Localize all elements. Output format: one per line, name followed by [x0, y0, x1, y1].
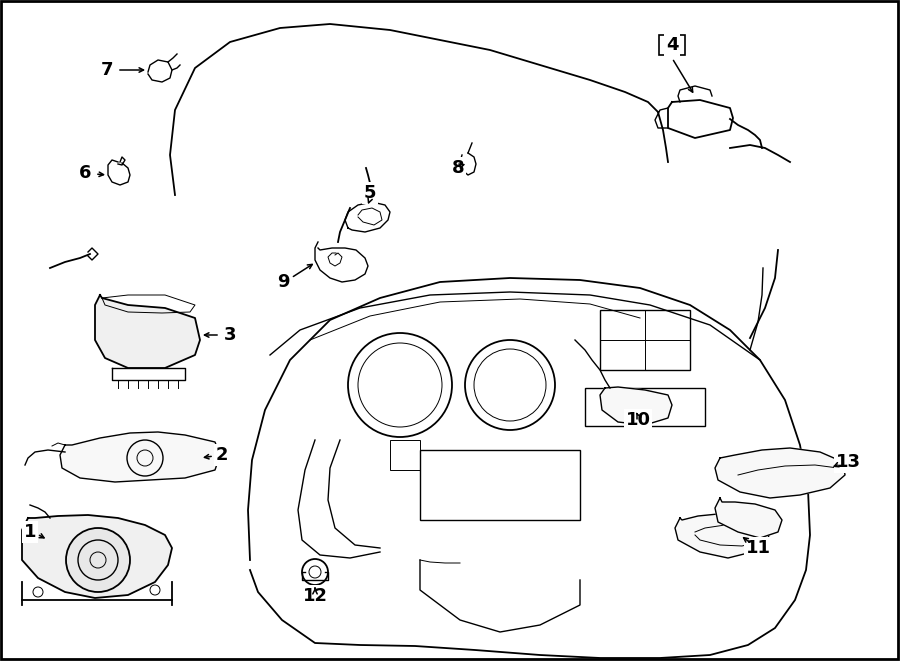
Text: 3: 3	[224, 326, 236, 344]
Text: 11: 11	[745, 539, 770, 557]
Text: 10: 10	[626, 411, 651, 429]
Polygon shape	[95, 295, 200, 368]
Text: 5: 5	[364, 184, 376, 202]
Bar	[390, 440, 420, 470]
Circle shape	[66, 528, 130, 592]
Bar	[420, 450, 580, 520]
Polygon shape	[22, 515, 172, 598]
Text: 6: 6	[79, 164, 91, 182]
Text: 7: 7	[101, 61, 113, 79]
Bar	[585, 388, 705, 426]
Text: 4: 4	[666, 36, 679, 54]
Polygon shape	[675, 514, 770, 558]
Polygon shape	[715, 498, 782, 538]
Polygon shape	[715, 448, 845, 498]
Text: 12: 12	[302, 587, 328, 605]
Polygon shape	[600, 387, 672, 425]
Text: 1: 1	[23, 523, 36, 541]
Text: 13: 13	[835, 453, 860, 471]
Text: 2: 2	[216, 446, 229, 464]
Polygon shape	[60, 432, 220, 482]
Text: 9: 9	[277, 273, 289, 291]
Bar	[600, 310, 690, 370]
Text: 8: 8	[452, 159, 464, 177]
